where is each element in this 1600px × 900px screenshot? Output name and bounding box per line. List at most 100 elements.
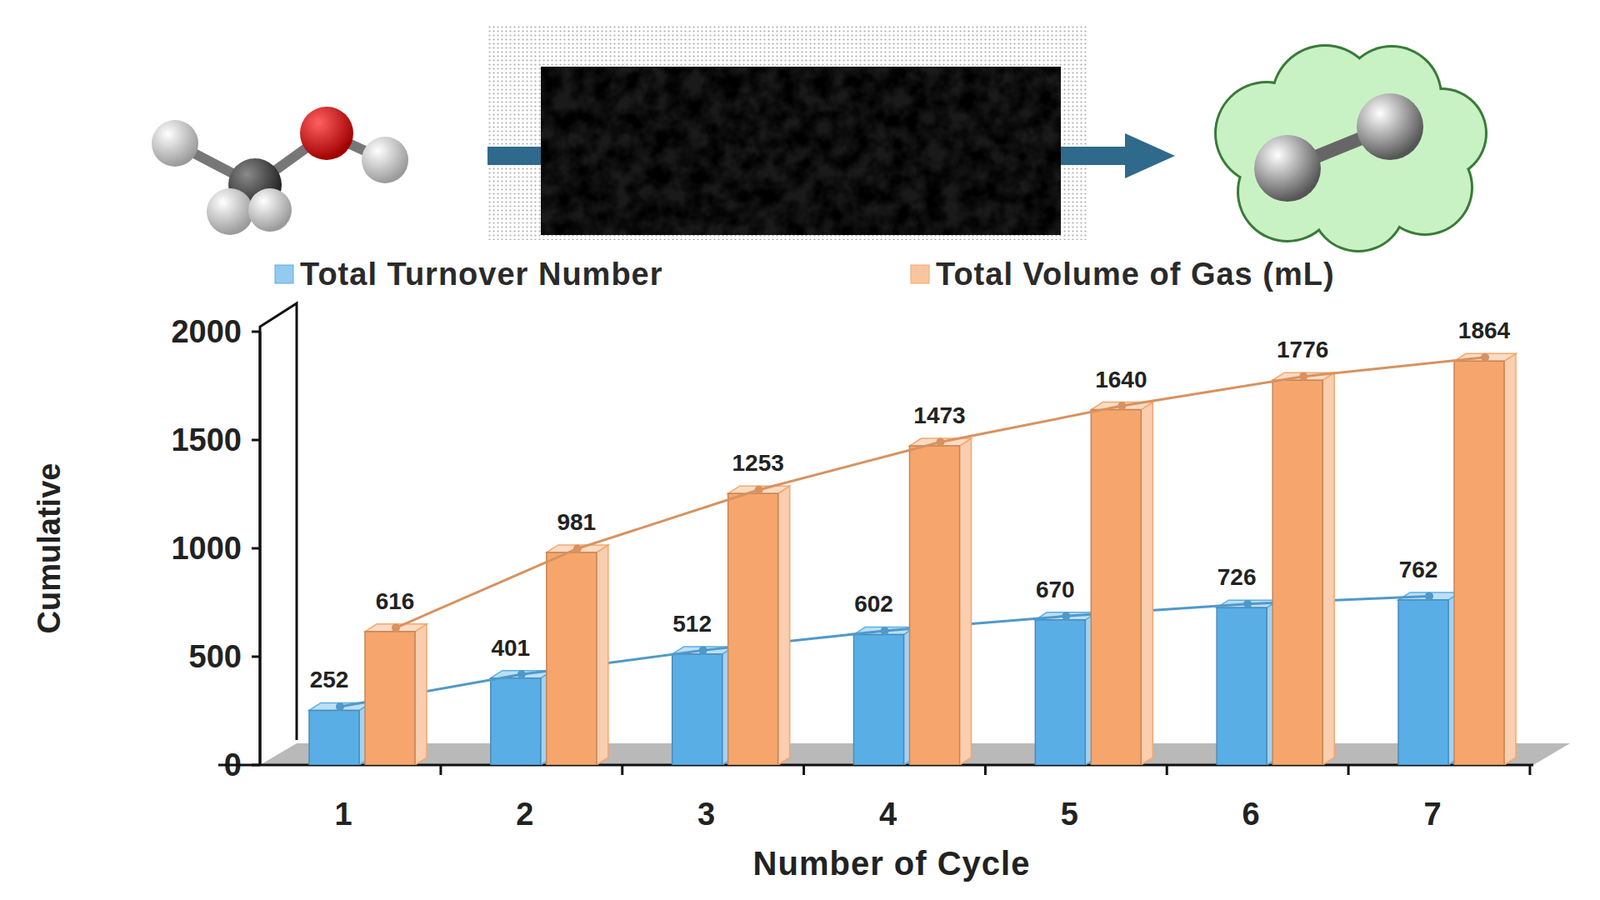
x-tick-label: 4 xyxy=(879,796,897,832)
bar xyxy=(672,654,723,765)
bar xyxy=(1216,607,1267,765)
data-label: 726 xyxy=(1217,564,1257,590)
bar-side xyxy=(1504,353,1516,765)
data-labels: 252 401 512 602 670 726 762 616 981 1253 1473 1640 1… xyxy=(310,317,1511,693)
x-axis-title: Number of Cycle xyxy=(753,845,1031,882)
point-marker xyxy=(1243,600,1252,609)
atom-o xyxy=(300,106,354,160)
x-tick-label: 3 xyxy=(697,796,715,832)
point-marker xyxy=(880,626,890,635)
legend-label: Total Turnover Number xyxy=(300,256,664,292)
plot-area xyxy=(309,353,1516,765)
y-tick-label: 1500 xyxy=(170,422,242,458)
bar-top xyxy=(546,545,609,553)
illustration xyxy=(151,25,1488,253)
x-tick-label: 1 xyxy=(334,796,352,832)
x-tick-label: 7 xyxy=(1423,796,1441,832)
point-marker xyxy=(391,623,400,632)
point-marker xyxy=(1299,372,1308,381)
bar xyxy=(1035,620,1085,765)
x-tick-label: 5 xyxy=(1060,796,1079,832)
data-label: 1776 xyxy=(1276,336,1329,363)
data-label: 670 xyxy=(1035,576,1075,603)
halo xyxy=(487,25,1088,240)
data-label: 762 xyxy=(1399,556,1439,583)
bar xyxy=(365,631,415,765)
y-tick-label: 2000 xyxy=(170,314,242,350)
chart-root: Total Turnover Number Total Volume of Gas… xyxy=(0,0,1600,900)
data-label: 602 xyxy=(854,590,894,617)
atom-h xyxy=(151,120,199,167)
x-tick xyxy=(984,765,987,775)
data-label: 401 xyxy=(490,635,530,661)
bar-side xyxy=(415,624,427,765)
bar-top xyxy=(728,485,790,494)
point-marker xyxy=(699,645,708,655)
sem-image xyxy=(540,66,1061,235)
legend-label: Total Volume of Gas (mL) xyxy=(935,256,1335,292)
x-axis: 1 2 3 4 5 6 7 xyxy=(218,765,1534,832)
x-tick xyxy=(439,765,442,775)
data-label: 616 xyxy=(375,588,415,615)
atom-h xyxy=(1356,93,1424,160)
data-label: 1253 xyxy=(732,450,785,476)
atom-h xyxy=(248,188,292,232)
x-tick-label: 6 xyxy=(1242,796,1260,832)
bar xyxy=(1090,410,1141,765)
bar-side xyxy=(596,545,609,765)
y-tick-label: 1000 xyxy=(170,530,242,566)
y-tick xyxy=(251,547,260,550)
x-tick-label: 2 xyxy=(515,796,534,832)
point-marker xyxy=(755,485,764,495)
data-label: 1473 xyxy=(913,402,965,429)
series xyxy=(365,353,1516,765)
x-tick xyxy=(802,765,805,775)
bar-side xyxy=(960,438,972,765)
bar xyxy=(728,493,779,765)
sem-bg xyxy=(540,66,1061,235)
bar xyxy=(309,710,360,765)
data-label: 252 xyxy=(310,666,350,693)
y-tick-label: 500 xyxy=(189,639,242,675)
x-tick xyxy=(1347,765,1350,775)
y-axis-title: Cumulative xyxy=(31,463,67,635)
bar-side xyxy=(778,485,790,765)
arrow xyxy=(487,146,541,165)
data-label: 512 xyxy=(672,610,712,637)
point-marker xyxy=(1117,401,1126,410)
bar xyxy=(546,552,597,765)
atom-h xyxy=(361,136,409,184)
trend-line xyxy=(395,357,1485,628)
bar xyxy=(854,634,905,765)
point-marker xyxy=(573,544,582,553)
x-tick xyxy=(1165,765,1169,775)
point-marker xyxy=(1061,611,1070,620)
bar xyxy=(1398,600,1449,765)
atom-h xyxy=(1254,135,1321,202)
bar xyxy=(1454,360,1505,765)
point-marker xyxy=(335,702,345,711)
y-axis: 0500100015002000 xyxy=(170,314,260,783)
atom-h xyxy=(206,188,254,235)
legend-swatch xyxy=(910,265,930,284)
bar-side xyxy=(1322,372,1335,765)
point-marker xyxy=(936,438,945,447)
data-label: 981 xyxy=(556,509,596,535)
bar-side xyxy=(1140,402,1153,765)
bar-top xyxy=(910,438,972,446)
x-tick xyxy=(620,765,624,775)
bar xyxy=(490,678,541,765)
back-wall xyxy=(260,303,297,765)
data-label: 1640 xyxy=(1095,366,1147,393)
point-marker xyxy=(517,670,526,679)
point-marker xyxy=(1425,591,1434,600)
legend-swatch xyxy=(275,265,294,284)
bar-top xyxy=(365,624,427,632)
arrow xyxy=(1060,133,1175,179)
y-tick xyxy=(251,330,260,334)
data-label: 1864 xyxy=(1458,317,1511,344)
point-marker xyxy=(1480,353,1490,362)
y-tick xyxy=(251,655,260,659)
x-tick xyxy=(1528,765,1531,775)
bar xyxy=(1272,380,1323,765)
